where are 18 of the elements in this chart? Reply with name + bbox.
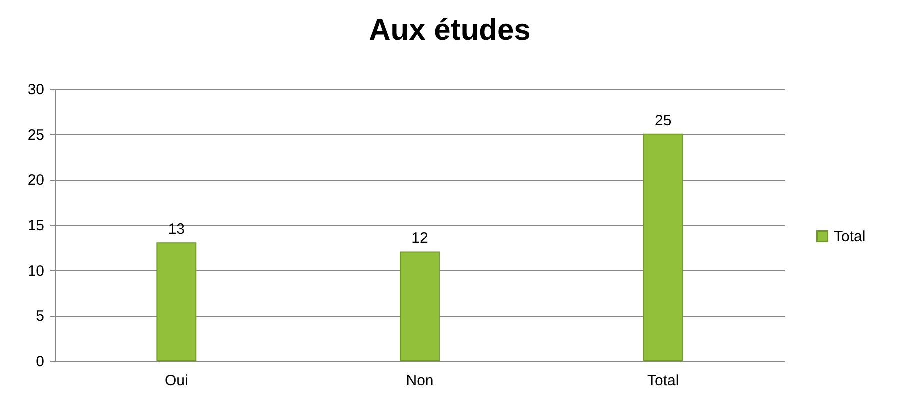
y-tick-label: 20 (28, 172, 44, 190)
bar (156, 242, 197, 362)
x-tick-label: Oui (164, 372, 188, 390)
bar (643, 134, 684, 362)
y-tick-label: 10 (28, 262, 44, 280)
legend-label: Total (834, 228, 866, 246)
y-tick-label: 0 (36, 354, 44, 370)
y-tick-label: 15 (28, 218, 44, 234)
x-tick-label: Non (406, 372, 434, 390)
y-tick-label: 25 (28, 126, 44, 144)
data-label: 13 (168, 221, 186, 238)
data-label: 25 (654, 112, 672, 130)
bar (400, 252, 440, 362)
y-tick-label: 30 (28, 82, 44, 98)
x-tick-label: Total (647, 372, 680, 390)
chart-title: Aux études (369, 14, 531, 47)
data-label: 12 (412, 230, 428, 248)
y-tick-label: 5 (36, 308, 44, 326)
